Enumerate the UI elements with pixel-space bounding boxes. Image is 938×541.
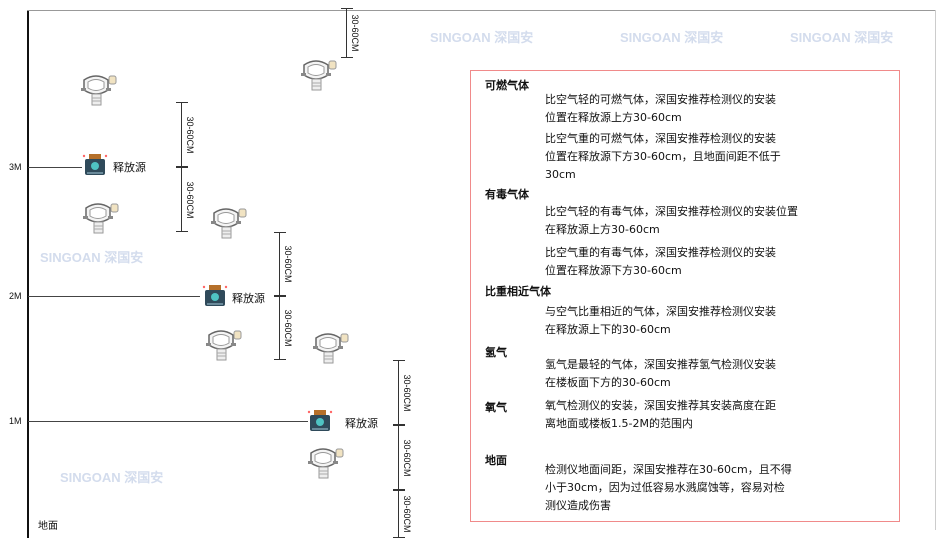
note-text: 与空气比重相近的气体，深国安推荐检测仪安装 在释放源上下的30-60cm [545, 305, 776, 336]
dimension-marker: 30-60CM [393, 360, 412, 425]
gas-detector-icon [310, 330, 350, 366]
note-heading: 有毒气体 [485, 188, 529, 201]
note-heading: 比重相近气体 [485, 285, 551, 298]
level-2m: 2M [9, 291, 22, 301]
watermark: SINGOAN 深国安 [790, 30, 894, 45]
dimension-label: 30-60CM [185, 115, 195, 154]
dimension-marker: 30-60CM [393, 490, 412, 538]
dimension-label: 30-60CM [185, 180, 195, 219]
note-text: 检测仪地面间距，深国安推荐在30-60cm，且不得 小于30cm，因为过低容易水… [545, 463, 792, 512]
note-heading: 地面 [485, 454, 507, 467]
gas-detector-icon [78, 72, 118, 108]
dimension-label: 30-60CM [402, 438, 412, 477]
ceiling-line [27, 10, 935, 11]
notes-box: 可燃气体 比空气轻的可燃气体，深国安推荐检测仪的安装 位置在释放源上方30-60… [470, 70, 900, 522]
note-heading: 可燃气体 [485, 79, 529, 92]
dimension-marker: 30-60CM [176, 102, 195, 167]
note-text: 比空气重的有毒气体，深国安推荐检测仪的安装 位置在释放源下方30-60cm [545, 246, 776, 277]
dimension-label: 30-60CM [350, 14, 360, 52]
gas-detector-icon [305, 445, 345, 481]
source-label: 释放源 [345, 417, 378, 430]
watermark: SINGOAN 深国安 [60, 470, 164, 485]
level-3m-line [28, 167, 82, 168]
note-text: 比空气轻的有毒气体，深国安推荐检测仪的安装位置 在释放源上方30-60cm [545, 205, 798, 236]
note-text: 氢气是最轻的气体，深国安推荐氢气检测仪安装 在楼板面下方的30-60cm [545, 358, 776, 389]
watermark: SINGOAN 深国安 [620, 30, 724, 45]
gas-detector-icon [208, 205, 248, 241]
level-3m: 3M [9, 162, 22, 172]
dimension-marker: 30-60CM [176, 167, 195, 232]
source-label: 释放源 [232, 292, 265, 305]
note-text: 比空气重的可燃气体，深国安推荐检测仪的安装 位置在释放源下方30-60cm，且地… [545, 132, 781, 181]
dimension-marker: 30-60CM [341, 8, 360, 58]
note-heading: 氢气 [485, 346, 507, 359]
dimension-label: 30-60CM [402, 495, 412, 533]
right-edge [935, 10, 936, 530]
gas-detector-icon [298, 57, 338, 93]
dimension-marker: 30-60CM [393, 425, 412, 490]
dimension-label: 30-60CM [283, 245, 293, 283]
dimension-marker: 30-60CM [274, 296, 293, 360]
level-1m: 1M [9, 416, 22, 426]
dimension-label: 30-60CM [402, 373, 412, 412]
note-text: 比空气轻的可燃气体，深国安推荐检测仪的安装 位置在释放源上方30-60cm [545, 93, 776, 124]
release-source-icon [202, 284, 228, 308]
release-source-icon [82, 153, 108, 177]
dimension-label: 30-60CM [283, 309, 293, 347]
dimension-marker: 30-60CM [274, 232, 293, 296]
release-source-icon [307, 409, 333, 433]
level-2m-line [28, 296, 200, 297]
gas-detector-icon [80, 200, 120, 236]
wall-line [27, 10, 29, 538]
gas-detector-icon [203, 327, 243, 363]
watermark: SINGOAN 深国安 [40, 250, 144, 265]
source-label: 释放源 [113, 161, 146, 174]
level-1m-line [28, 421, 308, 422]
note-text: 氧气检测仪的安装，深国安推荐其安装高度在距 离地面或楼板1.5-2M的范围内 [545, 399, 776, 430]
watermark: SINGOAN 深国安 [430, 30, 534, 45]
ground-label: 地面 [38, 521, 58, 532]
note-heading: 氧气 [485, 401, 507, 414]
